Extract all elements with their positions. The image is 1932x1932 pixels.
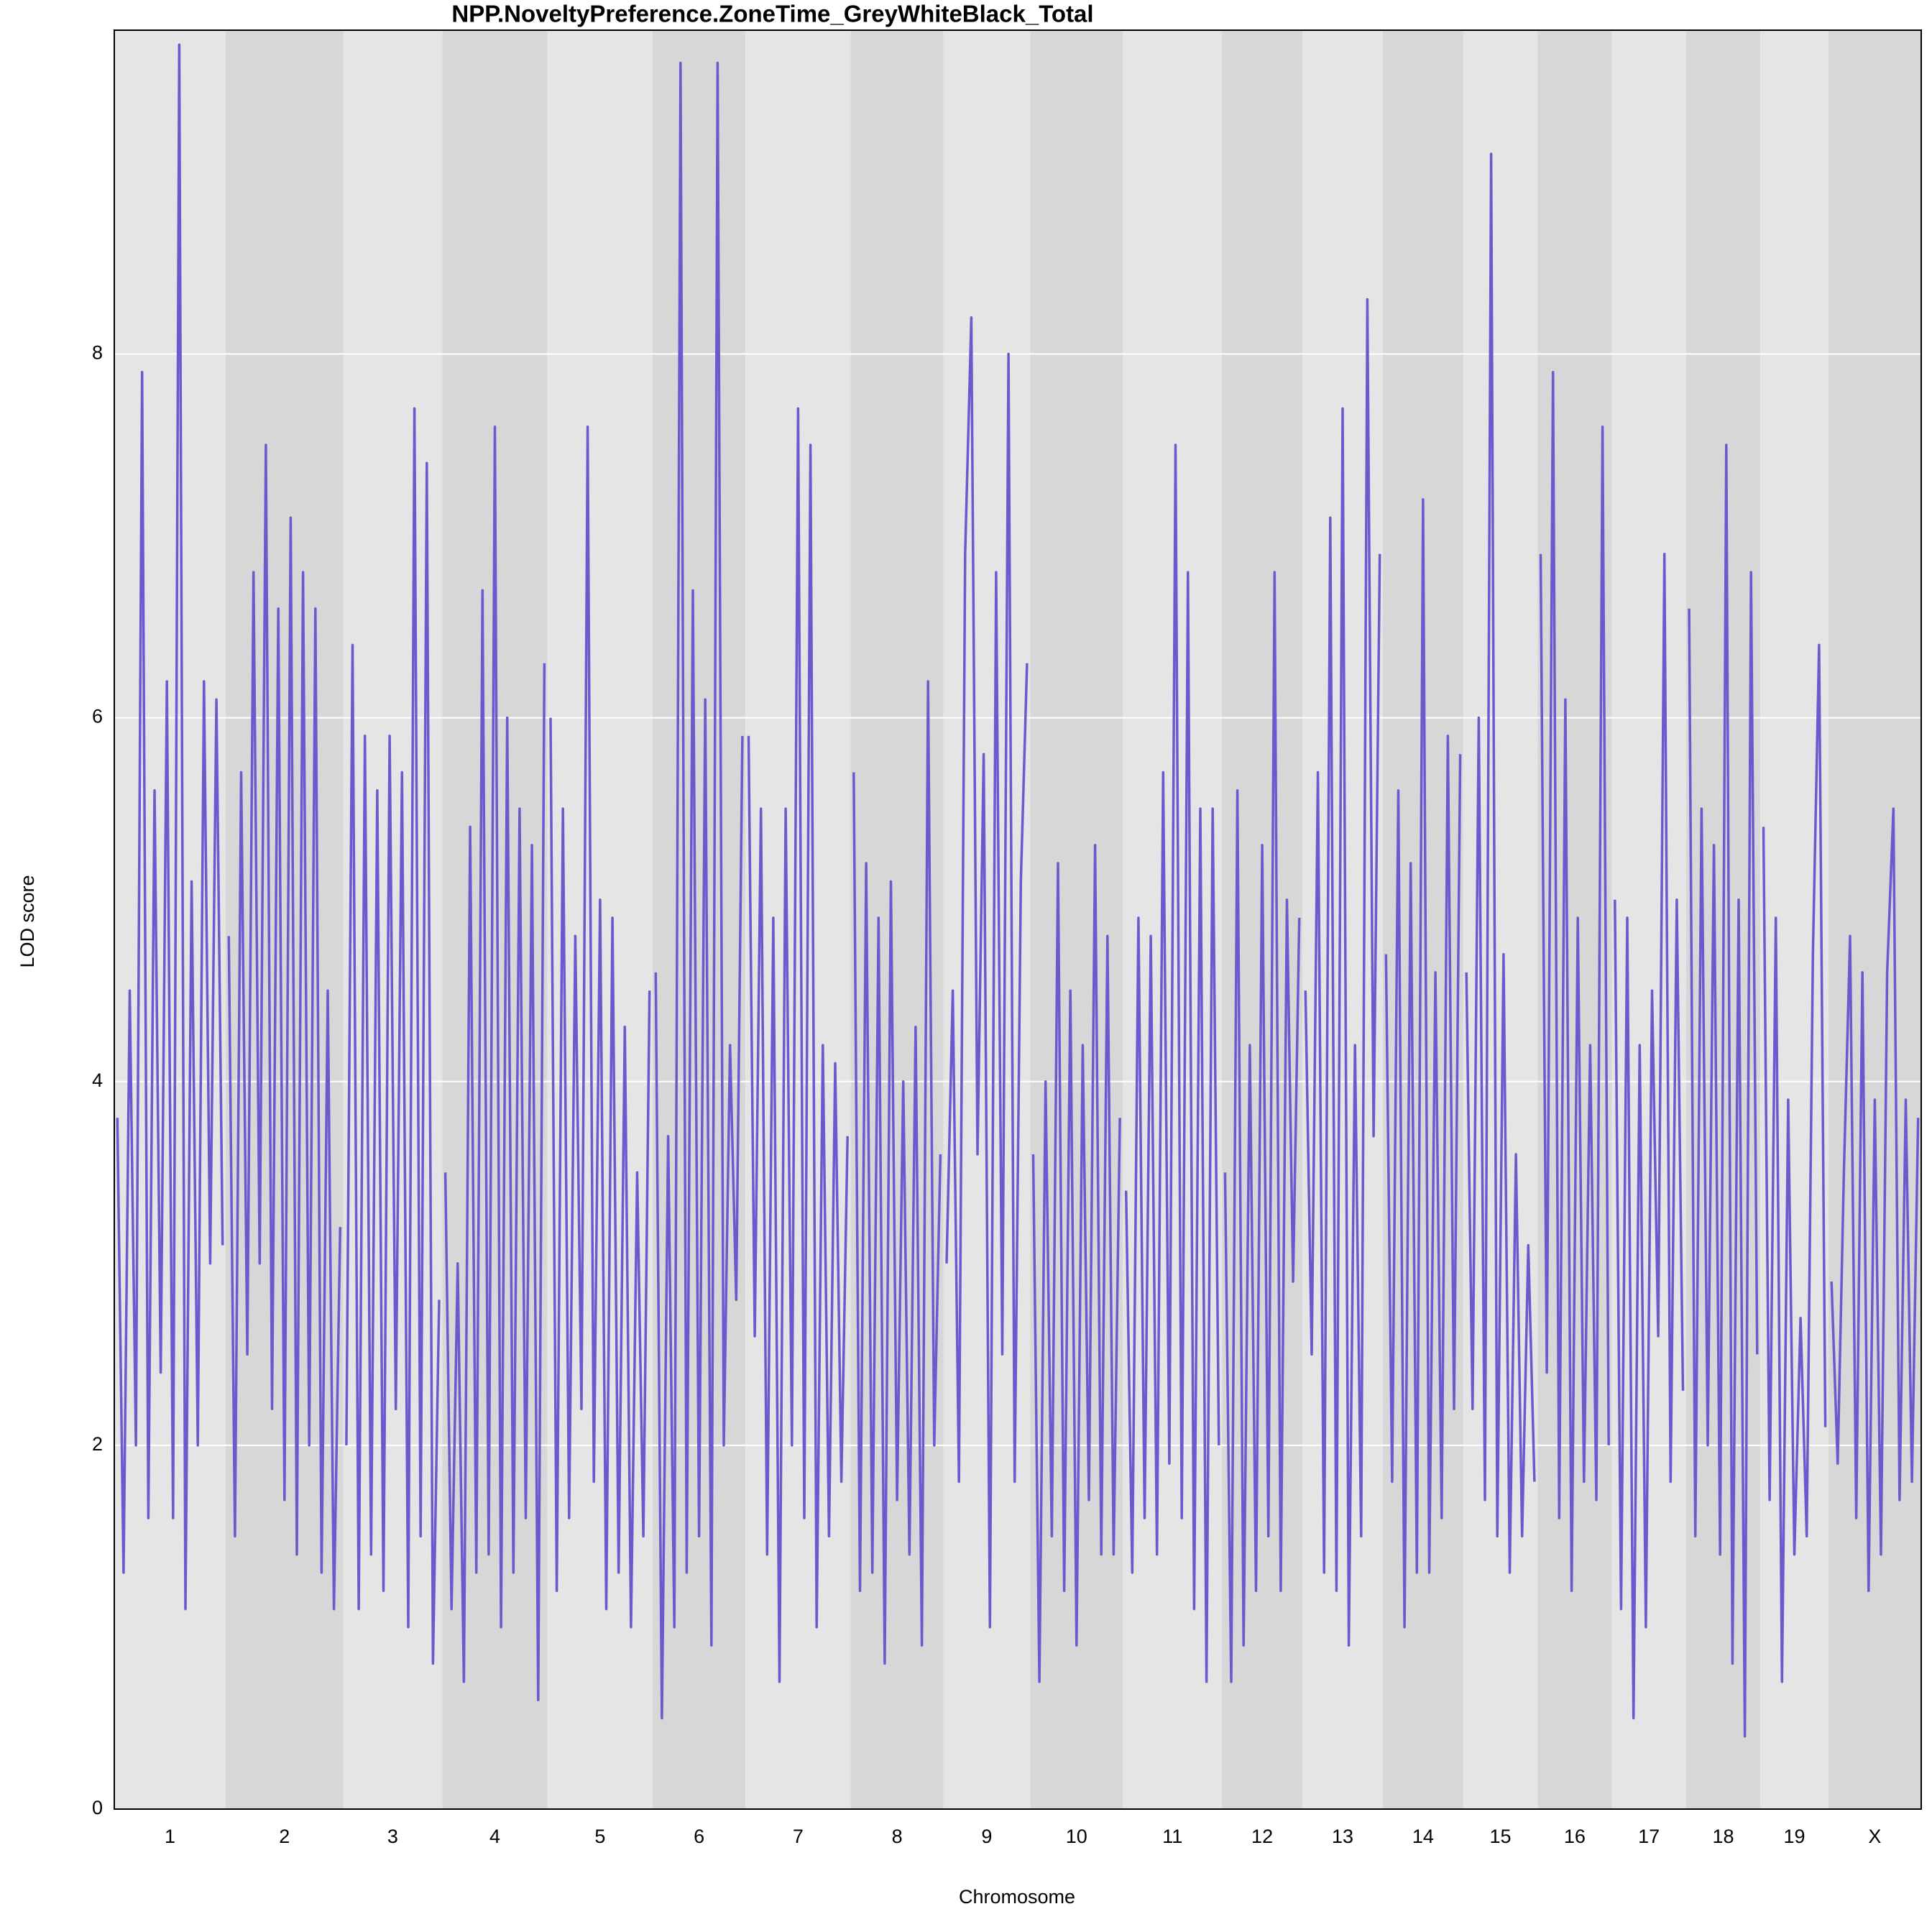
lod-line — [1465, 152, 1536, 1574]
x-tick-label: 19 — [1783, 1826, 1805, 1847]
chromosome-band — [442, 30, 548, 1809]
lod-line — [549, 425, 651, 1629]
x-tick-label: 9 — [981, 1826, 992, 1847]
chromosome-band — [1611, 30, 1686, 1809]
lod-line — [1384, 498, 1462, 1629]
lod-line — [443, 425, 546, 1701]
x-tick-label: 16 — [1564, 1826, 1586, 1847]
lod-line — [116, 43, 224, 1611]
y-tick-label: 4 — [92, 1070, 103, 1091]
lod-line — [1304, 298, 1381, 1647]
bands — [114, 30, 1921, 1809]
x-tick-label: 7 — [793, 1826, 804, 1847]
x-axis-title: Chromosome — [959, 1886, 1075, 1908]
x-tick-label: 10 — [1066, 1826, 1087, 1847]
x-tick-label: 18 — [1712, 1826, 1734, 1847]
chart-title: NPP.NoveltyPreference.ZoneTime_GreyWhite… — [451, 1, 1093, 27]
lod-line — [747, 407, 849, 1683]
y-tick-label: 2 — [92, 1433, 103, 1455]
x-tick-label: 13 — [1332, 1826, 1353, 1847]
y-tick-label: 0 — [92, 1797, 103, 1818]
lod-line — [852, 680, 942, 1665]
chromosome-band — [1382, 30, 1463, 1809]
x-tick-label: 4 — [489, 1826, 500, 1847]
y-tick-label: 6 — [92, 706, 103, 727]
lod-line — [1614, 553, 1685, 1720]
plot-frame — [114, 29, 1922, 1810]
x-tick-label: 15 — [1490, 1826, 1512, 1847]
x-tick-label: 1 — [165, 1826, 175, 1847]
x-tick-label: 2 — [279, 1826, 290, 1847]
x-tick-label: X — [1868, 1826, 1881, 1847]
lod-line — [227, 443, 342, 1611]
x-tick-label: 3 — [387, 1826, 398, 1847]
lod-line — [345, 407, 441, 1665]
x-tick-label: 11 — [1162, 1826, 1182, 1847]
lod-line — [1124, 443, 1220, 1683]
chromosome-band — [1463, 30, 1538, 1809]
lod-line — [1762, 643, 1827, 1683]
lod-line — [945, 316, 1029, 1629]
chromosome-band — [653, 30, 746, 1809]
y-axis-title: LOD score — [17, 875, 38, 967]
lines — [116, 43, 1920, 1738]
lod-line — [1223, 571, 1301, 1683]
lod-line — [1539, 371, 1610, 1593]
chromosome-band — [114, 30, 226, 1809]
x-tick-label: 12 — [1251, 1826, 1273, 1847]
lod-line — [1031, 843, 1121, 1683]
x-tick-label: 6 — [694, 1826, 704, 1847]
lod-line — [654, 61, 744, 1720]
chromosome-band — [225, 30, 344, 1809]
chromosome-band — [1828, 30, 1921, 1809]
lod-line — [1830, 807, 1920, 1593]
lod-line — [1688, 443, 1759, 1738]
x-tick-label: 14 — [1412, 1826, 1434, 1847]
y-tick-label: 8 — [92, 342, 103, 364]
x-tick-label: 5 — [594, 1826, 605, 1847]
chromosome-band — [943, 30, 1031, 1809]
x-tick-label: 17 — [1638, 1826, 1660, 1847]
x-tick-label: 8 — [892, 1826, 903, 1847]
